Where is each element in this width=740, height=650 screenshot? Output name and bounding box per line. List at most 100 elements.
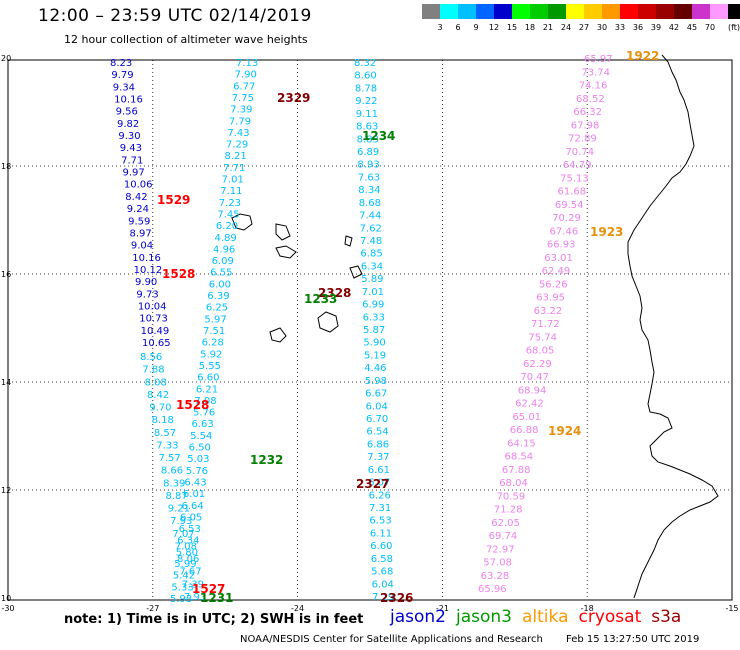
wave-height-value: 6.85 <box>360 249 382 260</box>
wave-height-value: 70.59 <box>497 491 526 502</box>
scale-swatch <box>422 4 440 19</box>
wave-height-value: 56.26 <box>539 279 568 290</box>
wave-height-value: 65.97 <box>584 54 613 65</box>
wave-height-value: 7.01 <box>222 175 244 186</box>
wave-height-value: 10.16 <box>132 253 161 264</box>
wave-height-value: 8.39 <box>163 478 185 489</box>
wave-height-value: 6.67 <box>365 389 387 400</box>
wave-height-value: 6.99 <box>362 300 384 311</box>
wave-height-value: 5.99 <box>174 559 196 570</box>
scale-label: 39 <box>650 23 662 32</box>
wave-height-value: 7.13 <box>236 58 258 69</box>
wave-height-value: 65.96 <box>478 584 507 595</box>
wave-height-value: 5.90 <box>363 338 385 349</box>
wave-height-value: 8.60 <box>354 71 376 82</box>
map-grid <box>7 59 733 601</box>
wave-height-value: 72.89 <box>568 134 597 145</box>
wave-height-value: 5.98 <box>365 376 387 387</box>
wave-height-value: 7.79 <box>229 116 251 127</box>
wave-height-value: 5.68 <box>371 567 393 578</box>
wave-height-value: 6.09 <box>212 256 234 267</box>
wave-height-value: 8.23 <box>110 58 132 69</box>
x-tick-label: -30 <box>1 604 14 613</box>
scale-swatch <box>602 4 620 19</box>
pass-time-label: 2329 <box>277 91 310 105</box>
wave-height-value: 6.26 <box>369 490 391 501</box>
wave-height-value: 6.86 <box>367 439 389 450</box>
pass-time-label: 2328 <box>318 286 351 300</box>
pass-time-label: 1922 <box>626 49 659 63</box>
wave-height-value: 68.54 <box>505 452 534 463</box>
pass-time-label: 1923 <box>590 225 623 239</box>
scale-swatch <box>548 4 566 19</box>
scale-swatch <box>584 4 602 19</box>
wave-height-value: 6.11 <box>370 528 392 539</box>
wave-height-value: 6.33 <box>363 312 385 323</box>
wave-height-value: 6.70 <box>366 414 388 425</box>
scale-swatch <box>728 4 740 19</box>
wave-height-value: 8.42 <box>147 390 169 401</box>
wave-height-value: 7.57 <box>159 453 181 464</box>
wave-height-value: 6.20 <box>216 221 238 232</box>
map-frame <box>7 59 733 601</box>
wave-height-value: 10.65 <box>142 338 171 349</box>
wave-height-value: 6.43 <box>184 477 206 488</box>
island-4 <box>275 245 297 259</box>
pass-time-label: 1924 <box>548 424 581 438</box>
wave-height-value: 7.39 <box>182 579 204 590</box>
scale-swatch <box>674 4 692 19</box>
x-tick-label: -18 <box>581 604 594 613</box>
y-tick-label: 10 <box>1 594 11 603</box>
wave-height-value: 64.15 <box>507 438 536 449</box>
wave-height-value: 8.06 <box>177 554 199 565</box>
scale-label: 24 <box>560 23 572 32</box>
wave-height-value: 74.16 <box>579 81 608 92</box>
wave-height-value: 6.53 <box>179 524 201 535</box>
wave-height-value: 62.49 <box>542 266 571 277</box>
wave-height-value: 68.05 <box>526 346 555 357</box>
y-tick-label: 16 <box>1 270 11 279</box>
island-1 <box>231 213 253 231</box>
wave-height-value: 7.43 <box>227 128 249 139</box>
wave-height-value: 10.04 <box>138 301 167 312</box>
scale-swatch <box>710 4 728 19</box>
pass-time-label: 1528 <box>176 398 209 412</box>
wave-height-value: 7.39 <box>230 105 252 116</box>
wave-height-value: 7.75 <box>232 93 254 104</box>
wave-height-value: 9.79 <box>111 70 133 81</box>
generated-timestamp: Feb 15 13:27:50 UTC 2019 <box>566 634 700 645</box>
island-7 <box>269 327 287 343</box>
y-tick-label: 20 <box>1 54 11 63</box>
wave-height-value: 4.96 <box>213 244 235 255</box>
wave-height-value: 4.89 <box>214 233 236 244</box>
island-3 <box>344 235 353 247</box>
legend-cryosat: cryosat <box>578 607 642 627</box>
scale-label: 45 <box>686 23 698 32</box>
scale-swatch <box>692 4 710 19</box>
wave-height-value: 7.29 <box>226 140 248 151</box>
wave-height-value: 62.05 <box>491 518 520 529</box>
wave-height-value: 63.01 <box>544 253 573 264</box>
chart-subtitle: 12 hour collection of altimeter wave hei… <box>64 33 308 46</box>
wave-height-value: 9.97 <box>123 168 145 179</box>
scale-swatch <box>656 4 674 19</box>
y-tick-label: 12 <box>1 486 11 495</box>
wave-height-value: 62.42 <box>515 399 544 410</box>
scale-swatch <box>476 4 494 19</box>
wave-height-value: 9.04 <box>131 241 153 252</box>
wave-height-value: 8.08 <box>145 377 167 388</box>
wave-height-value: 7.48 <box>360 236 382 247</box>
wave-height-value: 7.88 <box>142 365 164 376</box>
wave-height-value: 7.08 <box>175 541 197 552</box>
wave-height-value: 8.34 <box>358 185 380 196</box>
wave-height-value: 8.93 <box>357 160 379 171</box>
legend-altika: altika <box>522 607 569 627</box>
wave-height-value: 8.63 <box>356 122 378 133</box>
wave-height-value: 7.29 <box>372 592 394 603</box>
wave-height-value: 6.34 <box>177 536 199 547</box>
wave-height-value: 8.68 <box>359 198 381 209</box>
wave-height-value: 10.73 <box>139 314 168 325</box>
scale-swatch <box>620 4 638 19</box>
wave-height-value: 7.44 <box>359 211 381 222</box>
wave-height-value: 5.97 <box>204 314 226 325</box>
